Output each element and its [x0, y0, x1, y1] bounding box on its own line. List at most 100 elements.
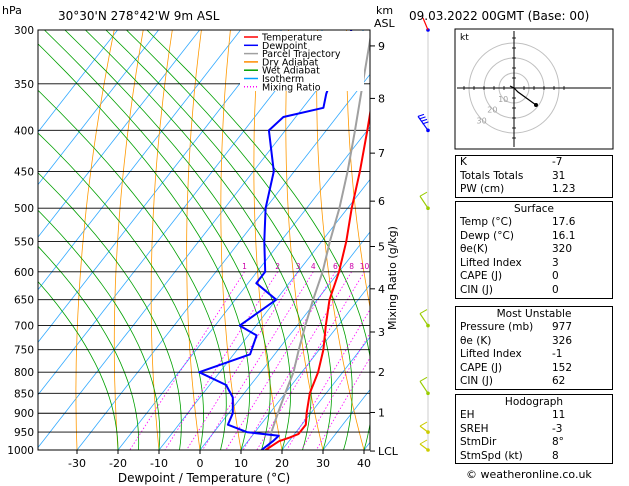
pressure-tick-label: 300 [14, 25, 34, 37]
x-tick-label: -20 [109, 457, 127, 470]
pressure-tick-label: 500 [14, 203, 34, 215]
most-unstable-row-label: Pressure (mb) [460, 321, 534, 333]
km-tick-label: 2 [378, 366, 385, 379]
wet-adiabat-line [38, 43, 251, 450]
temperature-line [265, 107, 370, 450]
pressure-tick-label: 350 [14, 79, 34, 91]
mixing-ratio-line [186, 271, 299, 450]
mixing-ratio-line [286, 308, 370, 450]
most-unstable-row-value: 326 [552, 334, 573, 347]
most-unstable-table: Most Unstable Pressure (mb) 977 θe (K) 326 Li… [455, 306, 613, 390]
isotherm-line [76, 73, 370, 450]
x-axis-label: Dewpoint / Temperature (°C) [118, 471, 290, 485]
wind-barb [419, 376, 430, 396]
x-tick-label: -10 [150, 457, 168, 470]
pressure-tick-label: 900 [14, 408, 34, 420]
mixing-ratio-line [256, 271, 365, 450]
surface-row-value: 0 [552, 283, 559, 296]
copyright-footer: © weatheronline.co.uk [466, 468, 592, 481]
km-tick-label: 9 [378, 40, 385, 53]
indices-row-value: -7 [552, 156, 563, 168]
most-unstable-row: CIN (J) 62 [456, 375, 612, 389]
hodograph-table-row-value: 11 [552, 409, 566, 421]
hpa-label: hPa [2, 4, 22, 17]
hodograph-table-row-value: 8° [552, 436, 564, 449]
surface-row-label: Lifted Index [460, 256, 522, 269]
hodograph-ring-label: 30 [477, 116, 487, 125]
wind-barbs [417, 17, 430, 452]
mixing-ratio-axis-label: Mixing Ratio (g/kg) [386, 226, 399, 330]
pressure-tick-label: 650 [14, 295, 34, 307]
most-unstable-title: Most Unstable [496, 308, 572, 320]
wind-barb [422, 17, 430, 32]
isotherm-line [38, 30, 241, 291]
surface-row-label: θe(K) [460, 243, 488, 256]
pressure-tick-label: 800 [14, 367, 34, 379]
mixing-ratio-line [225, 271, 336, 450]
legend-entry: Mixing Ratio [262, 82, 321, 93]
hodograph-storm-motion [534, 103, 538, 107]
indices-row-label: PW (cm) [460, 183, 505, 196]
pressure-tick-label: 400 [14, 125, 34, 137]
indices-row: PW (cm) 1.23 [456, 183, 612, 197]
most-unstable-row: Pressure (mb) 977 [456, 321, 612, 335]
surface-row: CAPE (J) 0 [456, 270, 612, 284]
dry-adiabat-line [150, 30, 173, 450]
mixing-ratio-label: 6 [333, 262, 338, 271]
hodograph-kt-label: kt [460, 33, 469, 43]
isotherm-line [38, 30, 282, 343]
wind-barb [417, 113, 430, 133]
wet-adiabat-line [44, 30, 271, 450]
isotherm-line [38, 30, 200, 238]
hodograph-table-row-label: StmSpd (kt) [460, 449, 523, 462]
parcel-trajectory-line [266, 34, 370, 450]
surface-row-label: Temp (°C) [460, 216, 513, 228]
surface-row: Lifted Index 3 [456, 257, 612, 271]
x-tick-label: 20 [275, 457, 289, 470]
km-label: km [376, 4, 393, 17]
location-title: 30°30'N 278°42'W 9m ASL [58, 9, 220, 23]
surface-row-label: Dewp (°C) [460, 229, 514, 242]
km-tick-label: LCL [378, 445, 399, 458]
hodograph-table-title: Hodograph [504, 396, 564, 408]
most-unstable-row: θe (K) 326 [456, 335, 612, 349]
surface-row-label: CAPE (J) [460, 270, 503, 283]
indices-row: K -7 [456, 156, 612, 170]
dry-adiabat-line [75, 30, 115, 450]
indices-row: Totals Totals 31 [456, 170, 612, 184]
wind-barb [419, 191, 430, 210]
km-tick-label: 8 [378, 92, 385, 105]
km-tick-label: 4 [378, 283, 385, 296]
hodograph-table-row-label: StmDir [460, 436, 497, 449]
km-tick-label: 1 [378, 407, 385, 420]
km-tick-label: 3 [378, 326, 385, 339]
hodograph-ring-label: 20 [487, 106, 497, 115]
legend-entry: Parcel Trajectory [262, 49, 341, 60]
mixing-ratio-label: 25 [416, 262, 426, 271]
legend-entry: Isotherm [262, 74, 304, 85]
indices-row-value: 1.23 [552, 183, 576, 196]
hodograph-ring-label: 10 [498, 95, 508, 104]
dewpoint-line [198, 30, 353, 450]
legend-entry: Wet Adiabat [262, 66, 320, 77]
pressure-tick-label: 850 [14, 388, 34, 400]
hodograph-table: Hodograph EH 11 SREH -3 StmDir 8° StmSpd (kt) 8 [455, 394, 613, 465]
most-unstable-row-label: CAPE (J) [460, 361, 503, 374]
pressure-tick-label: 750 [14, 345, 34, 357]
mixing-ratio-label: 1 [242, 262, 247, 271]
most-unstable-row-value: 152 [552, 361, 573, 374]
indices-row-value: 31 [552, 169, 566, 182]
isotherm-line [38, 30, 159, 186]
skewt-plot: 1 2 3 4 6 8 10 16 20 25 [38, 30, 426, 450]
dry-adiabat-line [113, 30, 144, 450]
surface-row: Temp (°C) 17.6 [456, 216, 612, 230]
isotherm-line [281, 336, 370, 450]
mixing-ratio-line [202, 271, 314, 450]
mixing-ratio-label: 2 [275, 262, 280, 271]
asl-label: ASL [374, 17, 396, 30]
most-unstable-row-value: -1 [552, 348, 563, 361]
datetime-title: 09.03.2022 00GMT (Base: 00) [409, 9, 589, 23]
pressure-tick-label: 600 [14, 267, 34, 279]
hodograph-table-row-value: -3 [552, 422, 563, 435]
